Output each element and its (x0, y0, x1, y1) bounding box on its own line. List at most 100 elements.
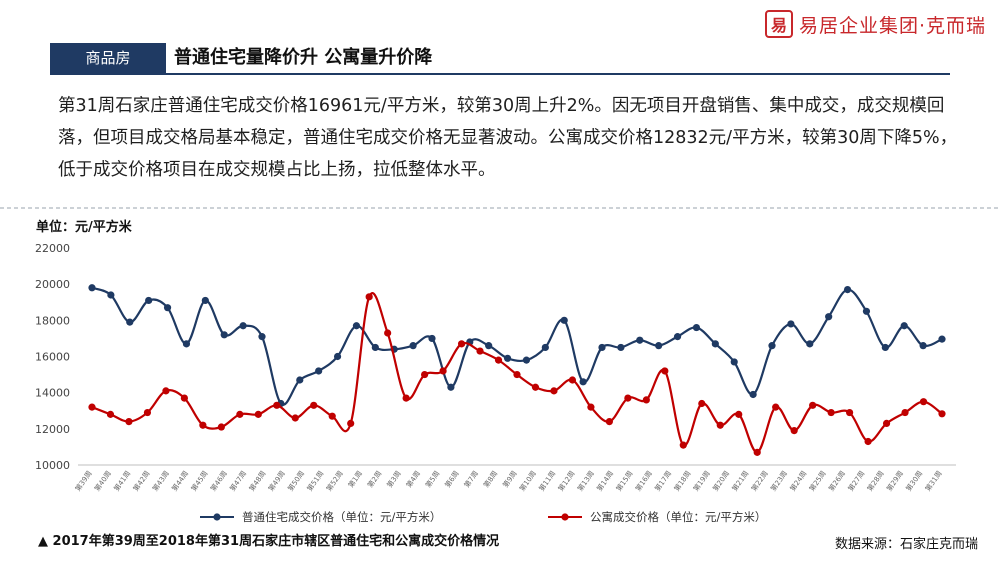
residential-point (919, 342, 927, 350)
series-line-residential (91, 286, 943, 406)
x-tick-label: 第18周 (672, 469, 693, 493)
apartment-point (809, 401, 817, 409)
y-tick-label: 10000 (35, 459, 70, 472)
residential-point (560, 316, 568, 324)
x-tick-label: 第40周 (92, 469, 113, 493)
apartment-point (421, 370, 429, 379)
residential-point (220, 331, 228, 339)
residential-point (447, 383, 455, 391)
legend-apartment-marker (561, 513, 569, 521)
residential-point (881, 343, 889, 352)
x-tick-label: 第31周 (923, 469, 944, 493)
residential-point (579, 378, 587, 386)
x-tick-label: 第17周 (653, 469, 674, 493)
residential-point (522, 356, 531, 364)
x-tick-label: 第41周 (112, 469, 133, 493)
apartment-point (88, 403, 96, 411)
apartment-point (180, 394, 188, 402)
x-tick-label: 第15周 (614, 469, 635, 493)
apartment-point (439, 367, 447, 375)
section-header: 商品房 普通住宅量降价升 公寓量升价降 (50, 43, 950, 75)
apartment-point (568, 376, 577, 384)
x-tick-label: 第42周 (131, 469, 152, 493)
brand-seal-icon: 易 (764, 10, 793, 38)
x-tick-label: 第48周 (247, 469, 268, 493)
apartment-point (217, 423, 225, 431)
x-tick-label: 第22周 (749, 469, 770, 493)
brand-name: 易居企业集团·克而瑞 (798, 14, 986, 37)
x-tick-label: 第47周 (228, 469, 249, 493)
residential-point (787, 320, 795, 328)
apartment-point (661, 367, 669, 375)
x-tick-label: 第28周 (865, 469, 886, 493)
apartment-point (254, 410, 262, 418)
apartment-point (125, 418, 133, 426)
x-tick-label: 第8周 (481, 469, 499, 489)
x-tick-label: 第9周 (501, 469, 519, 489)
residential-point (749, 390, 757, 399)
summary-paragraph: 第31周石家庄普通住宅成交价格16961元/平方米，较第30周上升2%。因无项目… (58, 96, 958, 180)
apartment-point (735, 410, 743, 418)
apartment-point (587, 403, 595, 411)
x-tick-label: 第13周 (575, 469, 596, 493)
residential-point (730, 358, 738, 366)
x-tick-label: 第43周 (150, 469, 171, 493)
apartment-point (864, 437, 872, 446)
x-tick-label: 第12周 (556, 469, 577, 493)
header-divider (50, 73, 950, 75)
residential-point (636, 336, 644, 344)
residential-point (862, 307, 871, 315)
x-tick-label: 第3周 (385, 469, 403, 489)
x-tick-label: 第23周 (769, 469, 790, 493)
residential-point (617, 343, 625, 352)
y-tick-label: 18000 (35, 314, 70, 327)
residential-point (485, 342, 493, 350)
x-tick-label: 第46周 (208, 469, 229, 493)
apartment-point (938, 410, 946, 418)
apartment-point (365, 293, 373, 301)
price-line-chart: 单位：元/平方米 10000 12000 14000 16000 18000 20000 22… (0, 205, 1000, 530)
data-source: 数据来源：石家庄克而瑞 (834, 537, 978, 552)
apartment-point (494, 356, 503, 364)
apartment-point (384, 329, 392, 337)
residential-point (900, 322, 908, 330)
x-tick-label: 第50周 (286, 469, 307, 493)
y-tick-label: 14000 (35, 387, 70, 400)
x-tick-label: 第10周 (517, 469, 538, 493)
apartment-point (679, 441, 687, 449)
apartment-point (846, 408, 854, 417)
residential-point (182, 340, 191, 348)
x-tick-label: 第4周 (404, 469, 422, 489)
residential-point (655, 342, 663, 350)
residential-point (541, 343, 549, 352)
section-badge: 商品房 (50, 43, 166, 73)
apartment-point (642, 396, 650, 404)
residential-point (258, 333, 266, 341)
x-tick-label: 第27周 (846, 469, 867, 493)
apartment-point (273, 401, 281, 409)
chart-svg: 单位：元/平方米 10000 12000 14000 16000 18000 20000 22… (0, 207, 1000, 524)
residential-point (107, 291, 115, 299)
residential-point (503, 354, 512, 362)
residential-point (692, 323, 701, 332)
residential-point (371, 343, 379, 352)
x-tick-label: 第52周 (324, 469, 345, 493)
apartment-point (901, 408, 909, 417)
apartment-point (716, 421, 724, 429)
x-tick-label: 第16周 (633, 469, 654, 493)
apartment-point (827, 408, 835, 417)
apartment-point (753, 448, 761, 456)
apartment-point (143, 408, 152, 417)
residential-point (938, 335, 946, 343)
x-tick-label: 第25周 (807, 469, 828, 493)
residential-point (163, 304, 172, 312)
apartment-point (550, 387, 558, 395)
x-tick-label: 第26周 (827, 469, 848, 493)
apartment-point (698, 399, 706, 408)
y-tick-label: 22000 (35, 242, 70, 255)
x-tick-label: 第49周 (266, 469, 287, 493)
residential-point (843, 285, 852, 294)
residential-point (352, 322, 361, 330)
residential-point (201, 296, 209, 305)
x-tick-label: 第14周 (595, 469, 616, 493)
